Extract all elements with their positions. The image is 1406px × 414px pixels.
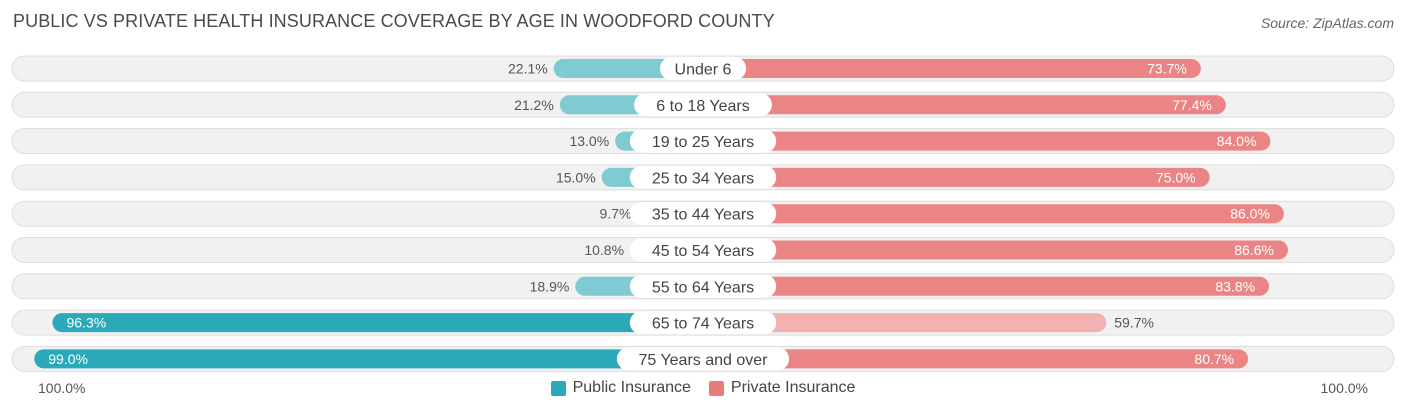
bar-private-55-to-64-years xyxy=(703,276,1270,296)
axis-right-scale-label: 100.0% xyxy=(1320,380,1368,396)
bar-private-75-years-and-over xyxy=(703,349,1249,369)
value-label-public-75-years-and-over: 99.0% xyxy=(48,351,88,367)
legend-label-public: Public Insurance xyxy=(572,379,691,396)
category-pill-45-to-54-years xyxy=(629,238,777,262)
value-label-private-25-to-34-years: 75.0% xyxy=(1156,169,1196,185)
source-label: Source: ZipAtlas.com xyxy=(1260,15,1394,31)
bar-private-19-to-25-years xyxy=(703,131,1271,151)
category-label-45-to-54-years: 45 to 54 Years xyxy=(652,243,754,260)
value-label-private-65-to-74-years: 59.7% xyxy=(1114,315,1154,331)
category-label-55-to-64-years: 55 to 64 Years xyxy=(652,279,754,296)
legend-swatch-public xyxy=(550,380,566,396)
bar-public-75-years-and-over xyxy=(34,349,703,369)
value-label-public-25-to-34-years: 15.0% xyxy=(556,169,596,185)
value-label-private-75-years-and-over: 80.7% xyxy=(1194,351,1234,367)
category-pill-75-years-and-over xyxy=(616,347,790,371)
category-label-35-to-44-years: 35 to 44 Years xyxy=(652,207,754,224)
legend-item-private: Private Insurance xyxy=(708,379,856,397)
value-label-public-19-to-25-years: 13.0% xyxy=(569,133,609,149)
value-label-public-45-to-54-years: 10.8% xyxy=(584,242,624,258)
value-label-private-under-6: 73.7% xyxy=(1147,61,1187,77)
bar-private-25-to-34-years xyxy=(703,167,1210,187)
category-label-75-years-and-over: 75 Years and over xyxy=(639,352,769,369)
bar-private-35-to-44-years xyxy=(703,204,1284,224)
value-label-public-55-to-64-years: 18.9% xyxy=(530,278,570,294)
category-label-under-6: Under 6 xyxy=(675,62,732,79)
chart-title: PUBLIC VS PRIVATE HEALTH INSURANCE COVER… xyxy=(13,11,775,31)
value-label-public-under-6: 22.1% xyxy=(508,61,548,77)
axis-left-scale-label: 100.0% xyxy=(38,380,86,396)
category-label-25-to-34-years: 25 to 34 Years xyxy=(652,170,754,187)
category-pill-35-to-44-years xyxy=(629,202,777,226)
bar-private-45-to-54-years xyxy=(703,240,1288,260)
category-pill-under-6 xyxy=(659,57,747,80)
category-label-65-to-74-years: 65 to 74 Years xyxy=(652,316,754,333)
category-pill-19-to-25-years xyxy=(629,129,777,153)
value-label-public-35-to-44-years: 9.7% xyxy=(600,206,632,222)
category-pill-25-to-34-years xyxy=(629,165,777,189)
category-label-19-to-25-years: 19 to 25 Years xyxy=(652,134,754,151)
legend-swatch-private xyxy=(708,380,724,396)
bar-private-6-to-18-years xyxy=(703,95,1226,115)
value-label-private-19-to-25-years: 84.0% xyxy=(1217,133,1257,149)
value-label-private-55-to-64-years: 83.8% xyxy=(1215,278,1255,294)
value-label-private-35-to-44-years: 86.0% xyxy=(1230,206,1270,222)
category-label-6-to-18-years: 6 to 18 Years xyxy=(656,98,749,115)
bar-private-under-6 xyxy=(703,59,1201,78)
legend-label-private: Private Insurance xyxy=(730,379,856,396)
value-label-private-6-to-18-years: 77.4% xyxy=(1172,97,1212,113)
bar-public-65-to-74-years xyxy=(52,313,703,333)
category-pill-6-to-18-years xyxy=(634,93,772,117)
category-pill-65-to-74-years xyxy=(629,311,777,335)
value-label-private-45-to-54-years: 86.6% xyxy=(1234,242,1274,258)
bar-private-65-to-74-years xyxy=(703,313,1107,333)
category-pill-55-to-64-years xyxy=(629,274,777,298)
legend: Public Insurance Private Insurance xyxy=(0,379,1406,397)
value-label-public-65-to-74-years: 96.3% xyxy=(66,315,106,331)
legend-item-public: Public Insurance xyxy=(550,379,691,397)
value-label-public-6-to-18-years: 21.2% xyxy=(514,97,554,113)
